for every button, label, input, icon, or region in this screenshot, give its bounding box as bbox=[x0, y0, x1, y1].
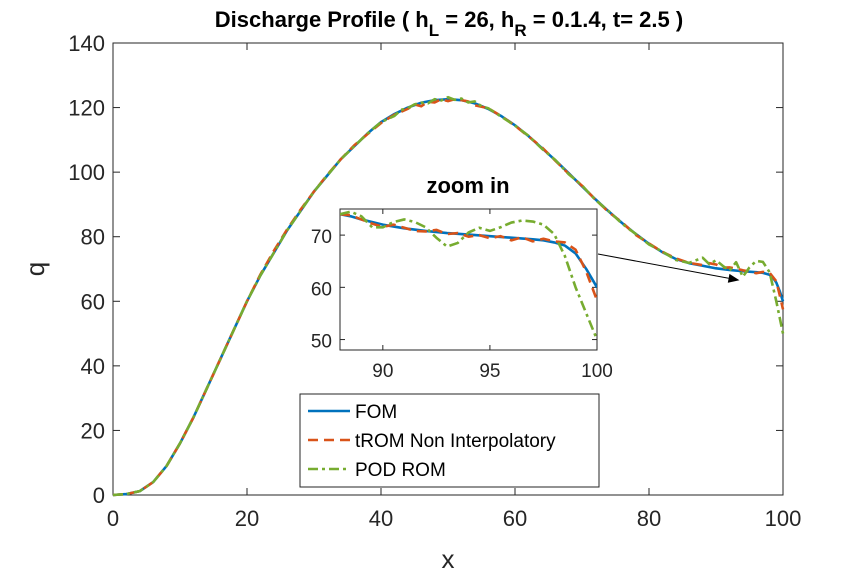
y-axis-label: q bbox=[20, 262, 50, 276]
chart-title-part-4: = 0.1.4, t= 2.5 ) bbox=[527, 7, 684, 32]
main-series-pod-rom bbox=[112, 95, 785, 497]
inset-series bbox=[340, 210, 597, 341]
legend-label-pod: POD ROM bbox=[355, 460, 446, 481]
inset-x-tick-label-90: 90 bbox=[372, 361, 393, 382]
main-x-tick-label-0: 0 bbox=[107, 506, 119, 531]
legend-label-fom: FOM bbox=[355, 402, 397, 423]
main-x-tick-label-60: 60 bbox=[503, 506, 527, 531]
main-y-tick-label-40: 40 bbox=[81, 354, 105, 379]
chart-title-subscript-r: R bbox=[514, 21, 526, 40]
inset-axes: 90 95 100 50 60 70 bbox=[311, 208, 613, 382]
inset-y-tick-label-60: 60 bbox=[311, 279, 332, 300]
chart-title-part-0: Discharge Profile ( h bbox=[215, 7, 429, 32]
main-x-tick-label-100: 100 bbox=[765, 506, 802, 531]
main-y-tick-label-120: 120 bbox=[68, 96, 105, 121]
main-y-tick-label-80: 80 bbox=[81, 225, 105, 250]
legend: FOM tROM Non Interpolatory POD ROM bbox=[299, 393, 600, 488]
inset-series-fom bbox=[340, 212, 597, 288]
zoom-arrow bbox=[597, 253, 740, 283]
main-x-tick-label-80: 80 bbox=[637, 506, 661, 531]
main-x-tick-label-20: 20 bbox=[235, 506, 259, 531]
chart-title-subscript-l: L bbox=[429, 21, 439, 40]
inset-y-tick-label-50: 50 bbox=[311, 332, 332, 353]
zoom-arrow-head bbox=[727, 273, 740, 283]
zoom-arrow-line bbox=[597, 253, 729, 279]
main-y-tick-label-0: 0 bbox=[93, 483, 105, 508]
inset-x-tick-label-95: 95 bbox=[479, 361, 500, 382]
legend-label-trom: tROM Non Interpolatory bbox=[355, 431, 556, 452]
main-y-tick-label-20: 20 bbox=[81, 418, 105, 443]
inset-ticks: 90 95 100 50 60 70 bbox=[311, 209, 613, 382]
main-ticks: 0 20 40 60 80 100 0 20 40 60 80 100 120 140 bbox=[68, 31, 801, 531]
chart-title: Discharge Profile ( hL = 26, hR = 0.1.4,… bbox=[215, 7, 683, 40]
inset-series-pod-rom bbox=[340, 210, 597, 341]
main-y-tick-label-60: 60 bbox=[81, 289, 105, 314]
inset-x-tick-label-100: 100 bbox=[581, 361, 613, 382]
chart-title-part-2: = 26, h bbox=[439, 7, 514, 32]
main-y-tick-label-100: 100 bbox=[68, 160, 105, 185]
inset-y-tick-label-70: 70 bbox=[311, 227, 332, 248]
main-series bbox=[112, 95, 785, 497]
x-axis-label: x bbox=[442, 544, 455, 574]
inset-series-trom-non-interpolatory bbox=[340, 212, 597, 301]
main-x-tick-label-40: 40 bbox=[369, 506, 393, 531]
inset-title: zoom in bbox=[426, 173, 509, 198]
main-y-tick-label-140: 140 bbox=[68, 31, 105, 56]
inset-plot-box bbox=[339, 208, 598, 351]
